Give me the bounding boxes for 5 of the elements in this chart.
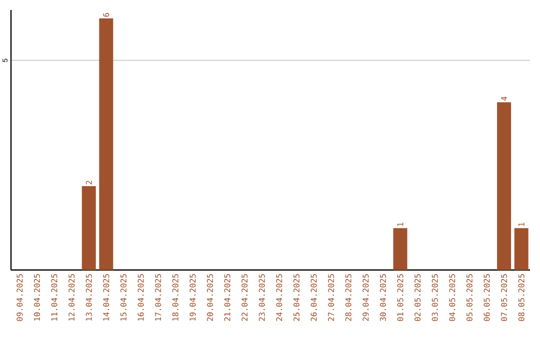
bar bbox=[514, 228, 528, 270]
bar bbox=[82, 186, 96, 270]
bar bbox=[393, 228, 408, 270]
bar bbox=[497, 102, 512, 270]
bar bbox=[99, 18, 114, 270]
